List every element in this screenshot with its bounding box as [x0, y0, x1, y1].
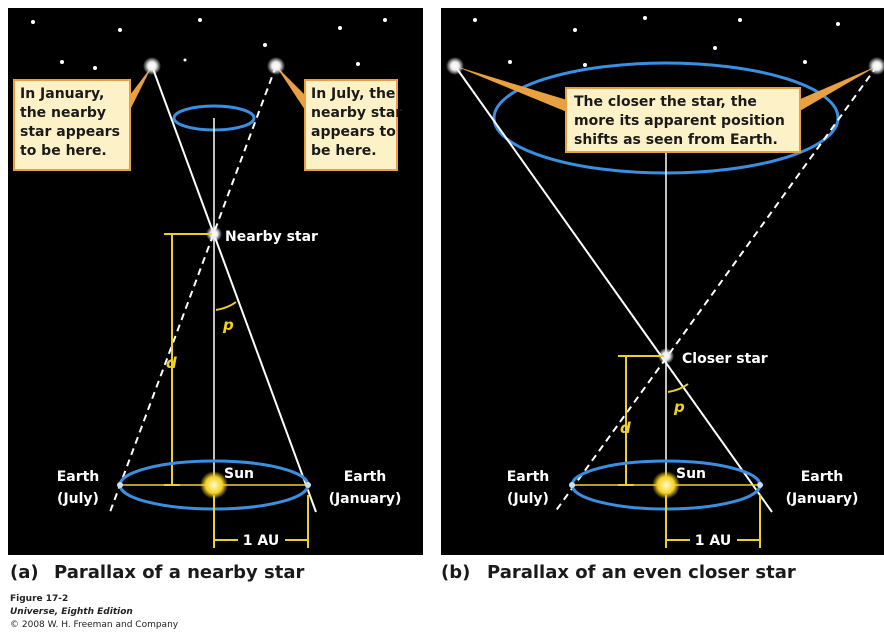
- callout-text: star appears: [20, 124, 120, 140]
- earth-label: (January): [786, 491, 859, 507]
- earth-label: Earth: [507, 469, 550, 485]
- earth-label: Earth: [344, 469, 387, 485]
- callout-text: more its apparent position: [574, 113, 785, 129]
- book-title: Universe, Eighth Edition: [10, 607, 133, 617]
- earth: [117, 482, 123, 488]
- apparent-star: [143, 57, 161, 75]
- callout-text: appears to: [311, 124, 396, 140]
- panel-title: Parallax of a nearby star: [54, 562, 305, 583]
- panel-label: (a): [10, 562, 39, 583]
- earth-label: Earth: [801, 469, 844, 485]
- panel-label: (b): [441, 562, 470, 583]
- star-label: Nearby star: [225, 229, 318, 245]
- distance-label: d: [620, 419, 631, 437]
- panel-a: In January, the nearby star appears to b…: [8, 8, 423, 555]
- earth-label: (January): [329, 491, 402, 507]
- panel-title: Parallax of an even closer star: [487, 562, 796, 583]
- apparent-star: [267, 57, 285, 75]
- figure: In January, the nearby star appears to b…: [0, 0, 884, 632]
- distance-label: d: [166, 354, 177, 372]
- apparent-star: [446, 57, 464, 75]
- callout-text: to be here.: [20, 143, 107, 159]
- panel-b: The closer the star, the more its appare…: [441, 8, 884, 555]
- callout-text: the nearby: [20, 105, 106, 121]
- copyright: © 2008 W. H. Freeman and Company: [10, 620, 179, 630]
- earth: [757, 482, 763, 488]
- angle-label: p: [673, 398, 685, 416]
- figure-number: Figure 17-2: [10, 594, 68, 604]
- angle-label: p: [222, 316, 234, 334]
- earth: [305, 482, 311, 488]
- callout-text: In July, the: [311, 86, 395, 102]
- callout-text: nearby star: [311, 105, 402, 121]
- callout-text: be here.: [311, 143, 377, 159]
- earth-label: (July): [57, 491, 99, 507]
- callout-text: The closer the star, the: [574, 94, 757, 110]
- earth-label: (July): [507, 491, 549, 507]
- callout-text: In January,: [20, 86, 104, 102]
- earth-label: Earth: [57, 469, 100, 485]
- au-label: 1 AU: [695, 533, 731, 549]
- sun-label: Sun: [676, 466, 706, 482]
- sun-label: Sun: [224, 466, 254, 482]
- au-label: 1 AU: [243, 533, 279, 549]
- earth: [569, 482, 575, 488]
- star-label: Closer star: [682, 351, 768, 367]
- callout-text: shifts as seen from Earth.: [574, 132, 778, 148]
